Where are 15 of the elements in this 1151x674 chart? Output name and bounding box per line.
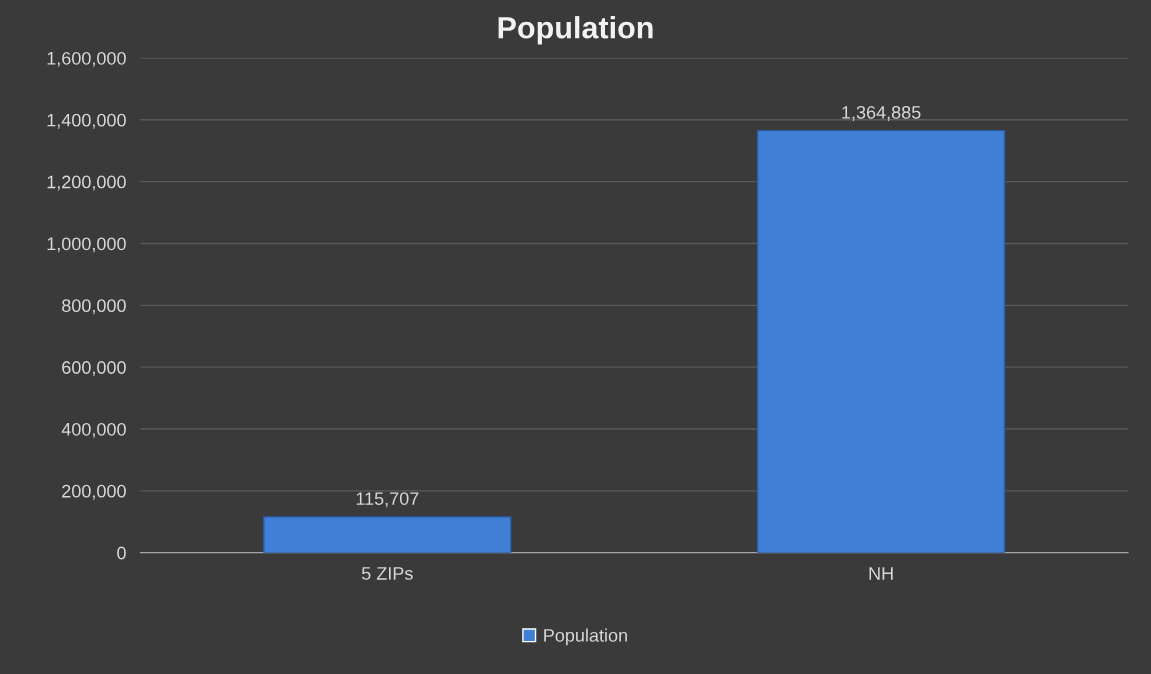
x-tick-label: NH bbox=[869, 567, 893, 580]
y-tick-label: 800,000 bbox=[62, 299, 126, 315]
chart-title: Population bbox=[498, 16, 653, 45]
y-tick-label: 1,600,000 bbox=[47, 51, 126, 67]
y-tick-label: 0 bbox=[117, 546, 126, 560]
y-tick-label: 1,400,000 bbox=[47, 113, 126, 129]
text: 1,364,885 bbox=[842, 105, 921, 121]
y-tick-label: 1,200,000 bbox=[47, 175, 126, 191]
legend-label: Population bbox=[544, 628, 627, 646]
y-tick-label: 200,000 bbox=[62, 484, 126, 500]
y-tick-label: 600,000 bbox=[62, 361, 126, 377]
x-tick-label: 5 ZIPs bbox=[361, 567, 413, 580]
y-tick-label: 400,000 bbox=[61, 422, 126, 438]
text: 115,707 bbox=[356, 492, 419, 508]
y-tick-label: 1,000,000 bbox=[47, 237, 126, 253]
